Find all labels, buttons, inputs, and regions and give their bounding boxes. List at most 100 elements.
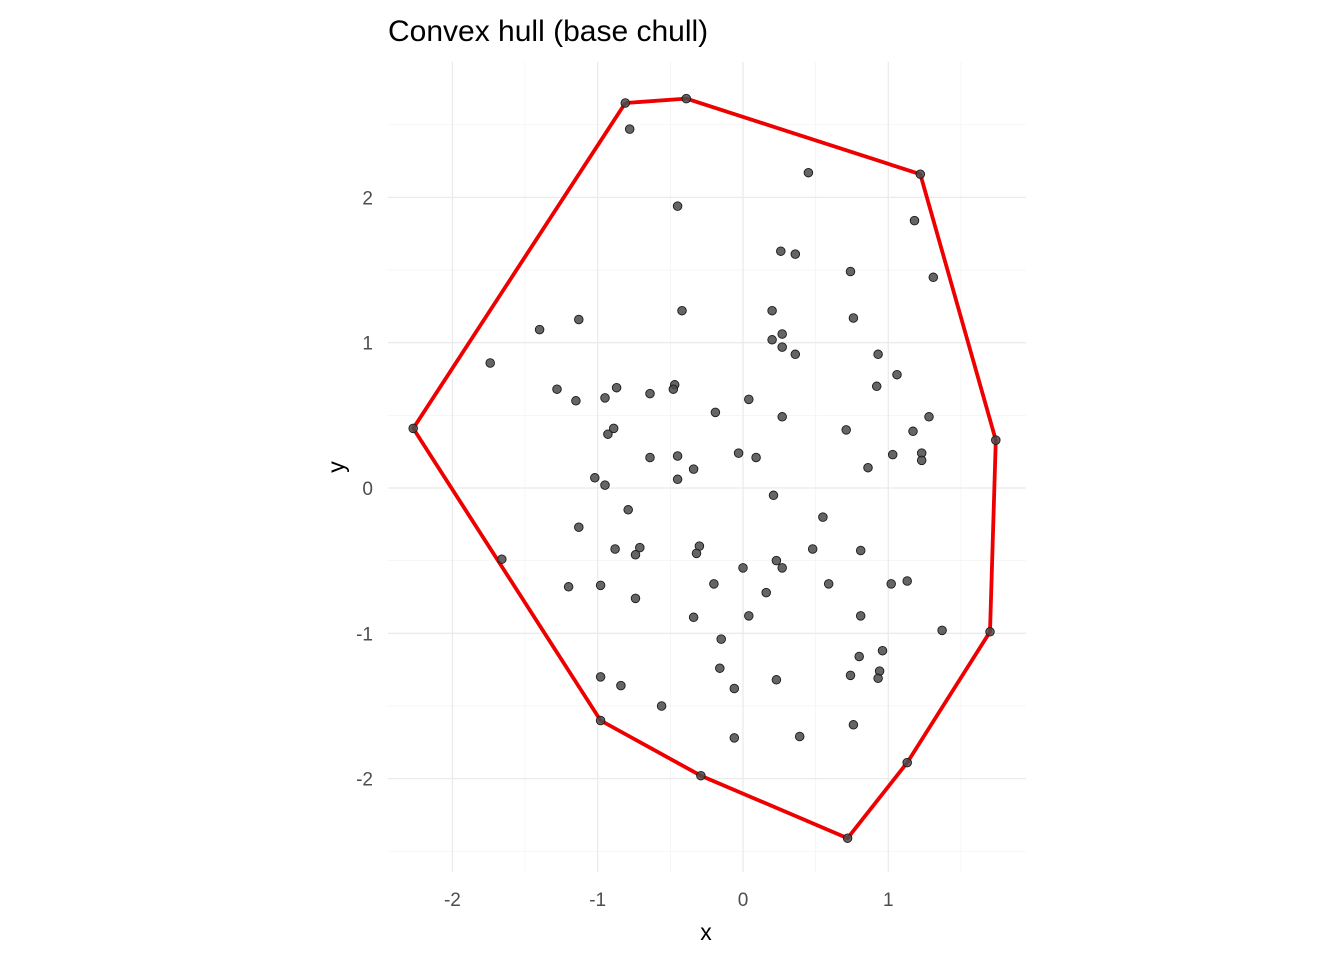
scatter-point-33 xyxy=(777,412,787,422)
scatter-point-64 xyxy=(497,554,507,564)
scatter-point-38 xyxy=(908,426,918,437)
scatter-point-55 xyxy=(818,512,828,522)
scatter-point-98 xyxy=(696,770,706,781)
scatter-point-58 xyxy=(635,542,645,553)
scatter-point-6 xyxy=(909,215,920,226)
x-tick-label-3: 1 xyxy=(883,890,894,911)
scatter-point-54 xyxy=(623,505,633,515)
scatter-point-65 xyxy=(771,555,782,566)
scatter-point-82 xyxy=(877,645,888,656)
scatter-point-97 xyxy=(902,757,912,768)
scatter-point-50 xyxy=(590,473,600,483)
scatter-point-91 xyxy=(729,683,740,694)
scatter-point-86 xyxy=(595,672,606,682)
scatter-point-44 xyxy=(672,451,683,461)
scatter-point-3 xyxy=(915,169,926,179)
scatter-point-11 xyxy=(677,305,687,316)
scatter-point-13 xyxy=(574,314,584,325)
scatter-point-92 xyxy=(656,701,667,711)
scatter-point-45 xyxy=(645,452,655,463)
scatter-point-84 xyxy=(715,663,725,673)
scatter-point-31 xyxy=(744,394,754,405)
x-axis-title: x xyxy=(700,919,712,945)
scatter-point-17 xyxy=(767,335,777,345)
scatter-point-66 xyxy=(777,563,787,573)
y-tick-label-4: 2 xyxy=(362,188,373,209)
scatter-point-63 xyxy=(855,545,866,556)
scatter-point-15 xyxy=(534,324,545,335)
scatter-point-40 xyxy=(991,435,1001,445)
scatter-point-0 xyxy=(620,98,631,108)
points-layer xyxy=(408,93,1001,843)
scatter-point-78 xyxy=(855,611,866,621)
scatter-point-93 xyxy=(595,715,606,726)
scatter-point-51 xyxy=(672,474,683,485)
scatter-point-10 xyxy=(928,272,939,283)
scatter-point-81 xyxy=(716,634,726,644)
scatter-point-5 xyxy=(672,201,683,211)
scatter-point-49 xyxy=(688,464,699,474)
scatter-point-75 xyxy=(630,593,641,604)
scatter-point-9 xyxy=(845,266,856,277)
scatter-point-4 xyxy=(803,167,814,178)
scatter-point-76 xyxy=(744,611,754,621)
scatter-point-74 xyxy=(761,587,771,598)
y-tick-label-2: 0 xyxy=(362,479,373,500)
scatter-point-95 xyxy=(729,733,740,743)
scatter-point-12 xyxy=(767,305,777,316)
scatter-point-34 xyxy=(924,412,934,422)
scatter-point-83 xyxy=(854,651,864,662)
scatter-point-67 xyxy=(738,563,748,573)
scatter-point-53 xyxy=(768,490,779,501)
scatter-point-28 xyxy=(645,388,655,399)
tick-labels: -2 -1 0 1 -2 -1 0 1 2 xyxy=(356,188,893,911)
scatter-point-46 xyxy=(751,452,761,463)
scatter-point-1 xyxy=(681,93,692,104)
scatter-point-37 xyxy=(841,425,851,435)
scatter-point-80 xyxy=(985,627,995,637)
scatter-point-26 xyxy=(611,382,622,393)
y-axis-title: y xyxy=(323,461,349,473)
scatter-point-89 xyxy=(771,675,782,685)
scatter-point-71 xyxy=(902,576,912,586)
scatter-point-30 xyxy=(571,396,581,406)
y-tick-label-0: -2 xyxy=(356,770,373,791)
scatter-point-43 xyxy=(887,449,898,460)
scatter-point-48 xyxy=(863,462,873,473)
scatter-point-14 xyxy=(848,313,859,323)
scatter-point-25 xyxy=(552,384,562,394)
scatter-point-52 xyxy=(600,480,610,490)
scatter-point-77 xyxy=(688,612,699,623)
scatter-point-16 xyxy=(777,329,787,339)
scatter-point-72 xyxy=(595,580,606,591)
scatter-point-21 xyxy=(485,358,495,368)
scatter-point-2 xyxy=(624,124,635,134)
scatter-point-7 xyxy=(776,246,786,256)
scatter-point-99 xyxy=(842,833,853,843)
scatter-point-90 xyxy=(616,680,626,691)
scatter-point-68 xyxy=(709,579,719,589)
scatter-point-36 xyxy=(603,429,613,439)
scatter-point-47 xyxy=(916,455,927,466)
scatter-point-62 xyxy=(807,544,818,554)
chart-title: Convex hull (base chull) xyxy=(388,15,708,48)
scatter-point-79 xyxy=(937,625,947,636)
scatter-point-69 xyxy=(823,579,834,589)
y-tick-label-1: -1 xyxy=(356,624,373,645)
scatter-point-27 xyxy=(871,381,882,392)
scatter-point-22 xyxy=(892,369,902,380)
scatter-point-73 xyxy=(563,582,574,592)
scatter-point-56 xyxy=(574,522,584,532)
scatter-point-41 xyxy=(733,448,744,458)
scatter-point-19 xyxy=(790,349,801,360)
scatter-point-18 xyxy=(777,342,787,352)
y-tick-label-3: 1 xyxy=(362,334,373,355)
scatter-point-35 xyxy=(608,423,619,434)
scatter-point-29 xyxy=(600,393,610,403)
scatter-point-32 xyxy=(710,407,721,418)
scatter-point-57 xyxy=(610,544,620,554)
scatter-point-61 xyxy=(691,548,702,559)
scatter-point-20 xyxy=(873,349,883,360)
